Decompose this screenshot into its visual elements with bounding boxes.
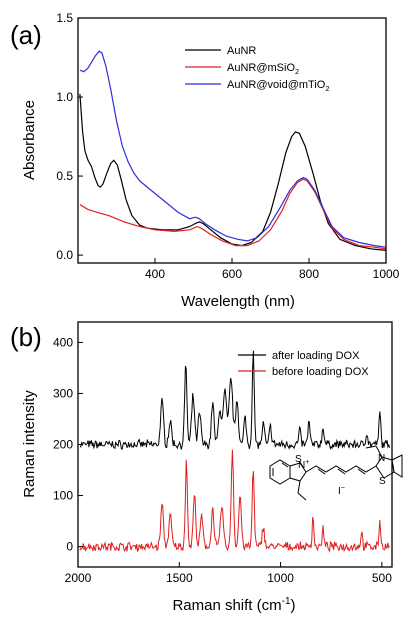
panel-a-label: (a): [10, 20, 42, 50]
panel-a-y-axis-label: Absorbance: [21, 100, 38, 180]
y-tick-label: 200: [53, 438, 73, 452]
x-tick-label: 1500: [166, 571, 193, 585]
y-tick-label: 1.0: [56, 90, 73, 104]
panel-a-x-axis-label: Wavelength (nm): [181, 293, 295, 310]
panel-b-legend: after loading DOX before loading DOX: [238, 350, 369, 378]
iodide-ion: I−: [338, 485, 345, 497]
y-tick-label: 1.5: [56, 11, 73, 25]
x-tick-label: 800: [299, 267, 319, 281]
panel-b-y-axis-label: Raman intensity: [21, 390, 38, 498]
x-tick-label: 600: [222, 267, 242, 281]
y-tick-label: 0: [66, 540, 73, 554]
x-tick-label: 2000: [65, 571, 92, 585]
series-line-b-1: [79, 449, 390, 553]
panel-a-axes: 400 600 800 1000 0.0 0.5 1.0 1.5: [56, 11, 399, 281]
benzene-ring-right: [391, 454, 403, 478]
y-tick-label: 0.0: [56, 248, 73, 262]
x-tick-label: 1000: [373, 267, 400, 281]
panel-a-legend: AuNR AuNR@mSiO2 AuNR@void@mTiO2: [185, 45, 330, 93]
y-tick-label: 300: [53, 386, 73, 400]
s-right: S: [379, 476, 386, 487]
series-line-a-2: [79, 50, 386, 248]
y-tick-label: 400: [53, 335, 73, 349]
panel-b-chart: (b) 2000 1500 1000 500 0 100 200 300 400 Raman i…: [10, 321, 403, 614]
n-plus-left: N+: [298, 459, 309, 471]
n-right: N: [378, 453, 385, 464]
panel-b-series: [79, 350, 391, 553]
y-tick-label: 100: [53, 489, 73, 503]
series-line-a-1: [79, 178, 386, 250]
panel-b-x-axis-label: Raman shift (cm-1): [172, 596, 295, 614]
x-tick-label: 500: [372, 571, 392, 585]
x-tick-label: 400: [145, 267, 165, 281]
legend-label: AuNR@mSiO2: [227, 62, 299, 76]
s-left: S: [295, 454, 302, 465]
y-tick-label: 0.5: [56, 169, 73, 183]
panel-b-label: (b): [10, 322, 42, 352]
molecule-structure: N+ S N S I−: [269, 445, 403, 501]
panel-b-axes: 2000 1500 1000 500 0 100 200 300 400: [53, 321, 393, 585]
legend-label: AuNR: [227, 45, 256, 57]
series-line-a-0: [79, 93, 386, 251]
legend-label: before loading DOX: [272, 366, 369, 378]
series-line-b-0: [79, 350, 391, 450]
panel-a-chart: (a) 400 600 800 1000 0.0 0.5 1.0 1.5 Absorbance…: [10, 11, 400, 310]
legend-label: AuNR@void@mTiO2: [227, 79, 330, 93]
polymethine-chain: [305, 465, 377, 473]
x-tick-label: 1000: [267, 571, 294, 585]
legend-label: after loading DOX: [272, 350, 360, 362]
panel-a-series: [79, 50, 386, 251]
